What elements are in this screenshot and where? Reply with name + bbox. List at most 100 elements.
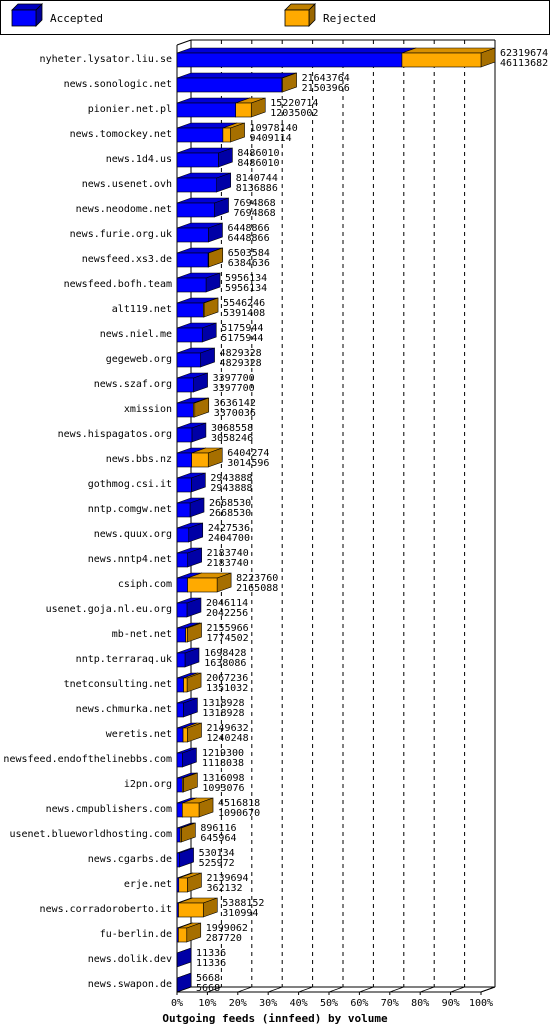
- offered-value-label: 2943888: [210, 473, 252, 484]
- bar-group: [176, 422, 207, 443]
- bar-rejected: [179, 822, 196, 843]
- bar-group: [176, 872, 202, 893]
- offered-value-label: 2067236: [206, 673, 248, 684]
- accepted-value-label: 7694868: [234, 208, 276, 219]
- offered-value-label: 2668530: [209, 498, 251, 509]
- bar-rejected: [183, 672, 202, 693]
- offered-value-label: 5175944: [221, 323, 263, 334]
- category-label: news.1d4.us: [106, 154, 172, 165]
- offered-value-label: 530134: [199, 848, 235, 859]
- category-label: alt119.net: [112, 304, 172, 315]
- category-label: csiph.com: [118, 579, 172, 590]
- accepted-value-label: 5668: [196, 983, 220, 994]
- chart-axis: 0% 10% 20% 30% 40% 50% 60% 70% 80% 90% 100%: [171, 986, 496, 1009]
- accepted-value-label: 2668530: [209, 508, 251, 519]
- offered-value-label: 2155966: [207, 623, 249, 634]
- bar-group: [176, 122, 245, 143]
- bar-group: [176, 297, 219, 318]
- bar-accepted: [176, 72, 297, 93]
- accepted-value-label: 6384636: [228, 258, 270, 269]
- offered-value-label: 6448866: [227, 223, 269, 234]
- offered-value-label: 7694868: [234, 198, 276, 209]
- offered-value-label: 10978140: [250, 123, 298, 134]
- bar-group: [176, 97, 266, 118]
- offered-value-label: 5546246: [223, 298, 265, 309]
- x-tick-label: 90%: [442, 998, 460, 1009]
- chart-title: Outgoing feeds (innfeed) by volume: [162, 1012, 388, 1025]
- offered-value-label: 11336: [196, 948, 226, 959]
- offered-value-label: 1219300: [202, 748, 244, 759]
- accepted-value-label: 645964: [200, 833, 236, 844]
- accepted-value-label: 6448866: [227, 233, 269, 244]
- x-tick-label: 70%: [381, 998, 399, 1009]
- category-label: news.furie.org.uk: [70, 229, 172, 240]
- chart-bars: [176, 47, 496, 993]
- offered-value-label: 8140744: [236, 173, 278, 184]
- bar-accepted: [176, 472, 206, 493]
- category-label: newsfeed.bofh.team: [64, 279, 172, 290]
- bar-rejected: [207, 247, 224, 268]
- bar-group: [176, 747, 197, 768]
- bar-accepted: [176, 322, 217, 343]
- bar-accepted: [176, 372, 208, 393]
- bar-group: [176, 897, 218, 918]
- category-label: gothmog.csi.it: [88, 479, 172, 490]
- bar-group: [176, 447, 223, 468]
- bar-accepted: [176, 522, 204, 543]
- category-label: nntp.terraraq.uk: [76, 654, 172, 665]
- category-label: nntp.comgw.net: [88, 504, 172, 515]
- accepted-value-label: 287720: [206, 933, 242, 944]
- category-label: erje.net: [124, 879, 172, 890]
- bar-rejected: [182, 722, 202, 743]
- bar-group: [176, 397, 210, 418]
- bar-group: [176, 972, 192, 993]
- offered-value-label: 3068558: [211, 423, 253, 434]
- accepted-value-label: 1638086: [204, 658, 246, 669]
- bar-group: [176, 822, 196, 843]
- bar-accepted: [176, 547, 202, 568]
- accepted-value-label: 9409114: [250, 133, 292, 144]
- accepted-value-label: 5391408: [223, 308, 265, 319]
- accepted-value-label: 310994: [222, 908, 258, 919]
- bar-rejected: [187, 572, 232, 593]
- accepted-value-label: 3014596: [227, 458, 269, 469]
- bar-accepted: [176, 147, 233, 168]
- bar-group: [176, 647, 200, 668]
- bar-accepted: [176, 847, 194, 868]
- bar-rejected: [185, 622, 202, 643]
- category-label: tnetconsulting.net: [64, 679, 172, 690]
- category-label: news.nntp4.net: [88, 554, 172, 565]
- category-label: xmission: [124, 404, 172, 415]
- offered-value-label: 1316098: [202, 773, 244, 784]
- accepted-value-label: 4829328: [220, 358, 262, 369]
- category-label: news.swapon.de: [88, 979, 172, 990]
- bar-accepted: [176, 647, 200, 668]
- accepted-value-label: 3370036: [214, 408, 256, 419]
- bar-rejected: [235, 97, 266, 118]
- x-tick-label: 10%: [198, 998, 216, 1009]
- x-tick-label: 30%: [259, 998, 277, 1009]
- accepted-value-label: 5956134: [225, 283, 267, 294]
- accepted-value-label: 1093076: [202, 783, 244, 794]
- category-label: news.szaf.org: [94, 379, 172, 390]
- bar-accepted: [176, 222, 223, 243]
- offered-value-label: 6404274: [227, 448, 269, 459]
- bar-group: [176, 697, 198, 718]
- category-label: news.usenet.ovh: [82, 179, 172, 190]
- accepted-value-label: 1240248: [206, 733, 248, 744]
- legend-label-accepted: Accepted: [50, 12, 103, 25]
- bar-rejected: [182, 772, 198, 793]
- x-tick-label: 100%: [469, 998, 493, 1009]
- category-label: news.bbs.nz: [106, 454, 172, 465]
- bar-rejected: [178, 897, 218, 918]
- bar-rejected: [178, 922, 202, 943]
- category-label: usenet.goja.nl.eu.org: [46, 604, 172, 615]
- legend-swatch-rejected: [284, 9, 310, 27]
- bar-accepted: [176, 697, 198, 718]
- bar-group: [176, 147, 233, 168]
- category-label: mb-net.net: [112, 629, 172, 640]
- bar-rejected: [182, 797, 214, 818]
- category-label: weretis.net: [106, 729, 172, 740]
